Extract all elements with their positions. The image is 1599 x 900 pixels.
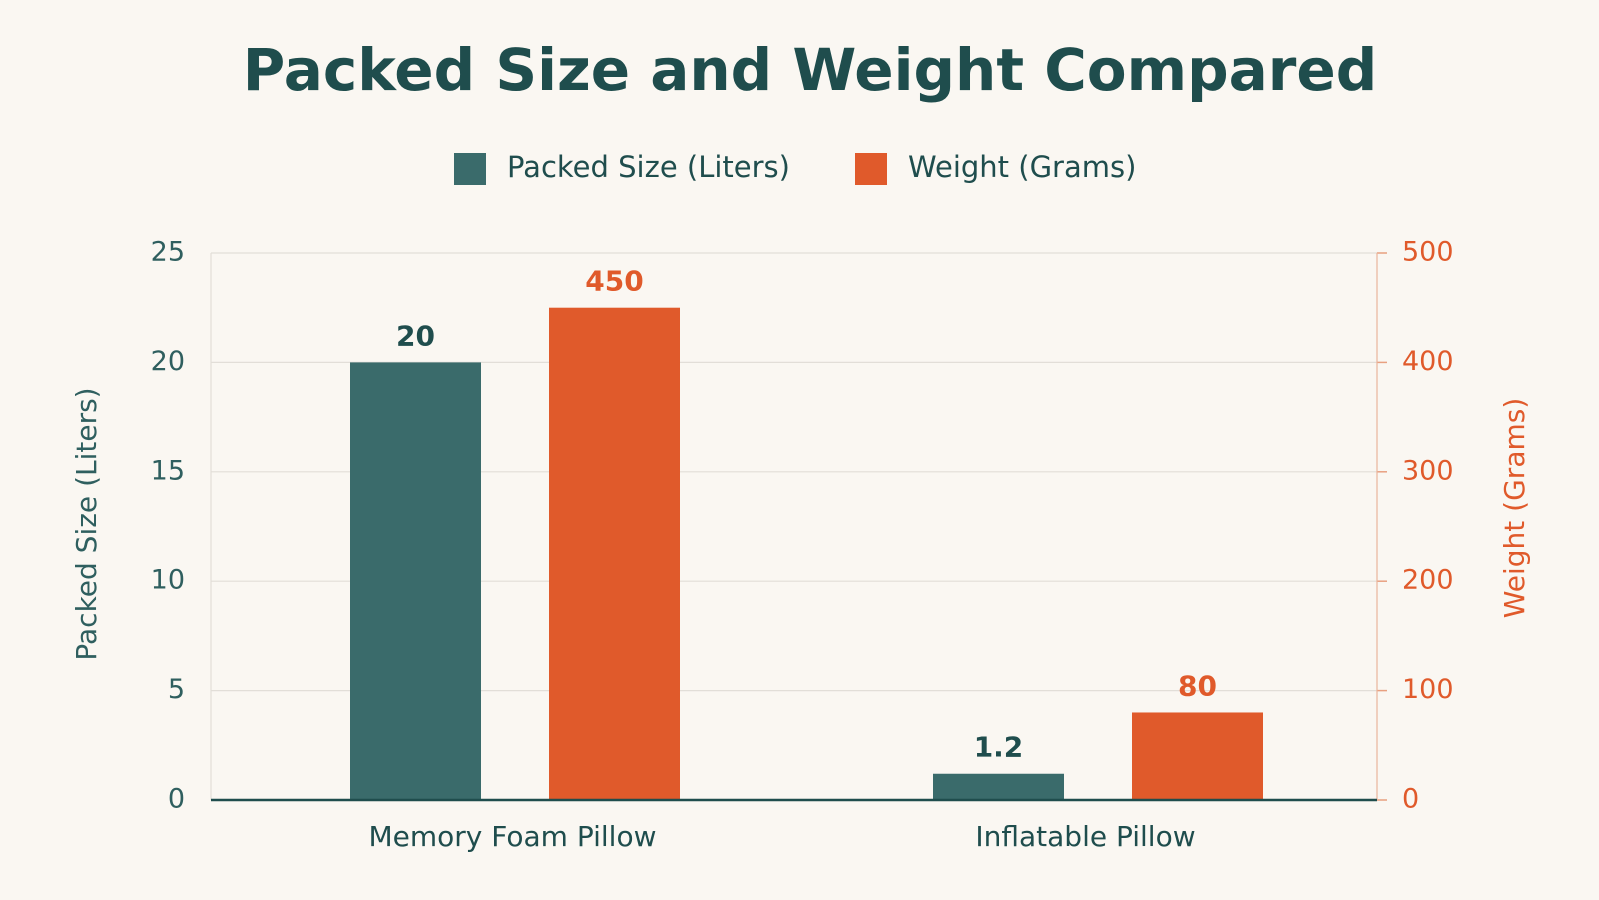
value-label: 1.2 <box>974 731 1024 764</box>
y-tick-label: 5 <box>168 674 185 705</box>
y2-tick-label: 200 <box>1402 565 1454 596</box>
y-axis-title: Packed Size (Liters) <box>70 387 103 660</box>
x-tick-label: Memory Foam Pillow <box>369 820 657 853</box>
value-label: 80 <box>1178 669 1217 702</box>
bar <box>1132 712 1263 800</box>
y2-tick-label: 100 <box>1402 674 1454 705</box>
y2-tick-label: 500 <box>1402 237 1454 268</box>
y2-axis-title: Weight (Grams) <box>1498 398 1531 619</box>
bar <box>350 362 481 800</box>
bar <box>933 773 1064 800</box>
y-tick-label: 25 <box>151 237 185 268</box>
y2-tick-label: 400 <box>1402 346 1454 377</box>
y-tick-label: 20 <box>151 346 185 377</box>
x-tick-label: Inflatable Pillow <box>975 820 1195 853</box>
legend-label: Weight (Grams) <box>908 150 1136 184</box>
chart-title: Packed Size and Weight Compared <box>243 36 1377 104</box>
y2-tick-label: 0 <box>1402 784 1419 815</box>
y-tick-label: 10 <box>151 565 185 596</box>
legend-swatch <box>855 153 887 185</box>
legend-swatch <box>454 153 486 185</box>
y-tick-label: 0 <box>168 784 185 815</box>
y-tick-label: 15 <box>151 455 185 486</box>
value-label: 20 <box>396 319 435 352</box>
y2-tick-label: 300 <box>1402 455 1454 486</box>
value-label: 450 <box>585 265 643 298</box>
bar <box>549 307 680 800</box>
legend-label: Packed Size (Liters) <box>507 150 790 184</box>
